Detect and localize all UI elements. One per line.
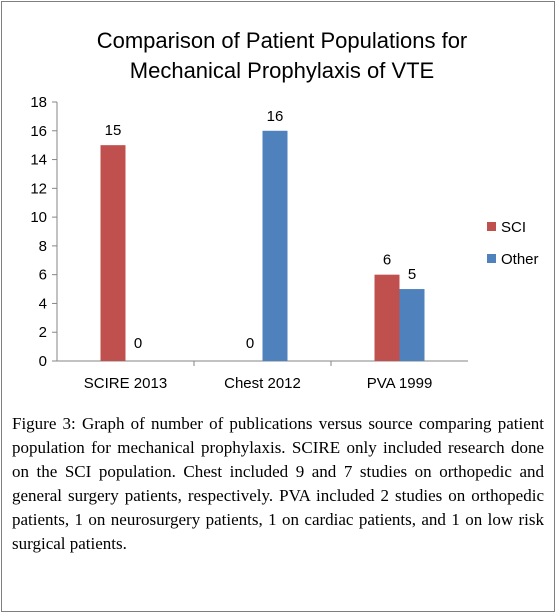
x-tick-label: PVA 1999: [367, 375, 433, 392]
chart-title-line-1: Comparison of Patient Populations for: [97, 28, 468, 53]
data-label-other-0: 0: [134, 335, 142, 352]
bar-other-1: [262, 130, 288, 361]
bar-sci-0: [100, 145, 126, 361]
legend: SCI Other: [487, 219, 539, 268]
caption-text: Graph of number of publications versus s…: [12, 414, 544, 553]
bar-sci-2: [374, 274, 400, 361]
data-label-other-2: 5: [408, 266, 416, 283]
bar-other-2: [399, 289, 425, 361]
y-tick-label: 12: [30, 180, 47, 197]
y-tick-label: 18: [30, 94, 47, 111]
data-label-sci-2: 6: [383, 252, 391, 269]
data-label-sci-1: 0: [246, 335, 254, 352]
y-tick-label: 10: [30, 209, 47, 226]
data-label-sci-0: 15: [105, 122, 122, 139]
plot-area: 0 2 4 6 8 10 12 14 16 18 SCIRE 2013 15 0 Chest 2012 0 1…: [30, 94, 468, 392]
y-tick-label: 2: [39, 324, 47, 341]
chart-title-line-2: Mechanical Prophylaxis of VTE: [130, 58, 434, 83]
y-tick-label: 4: [39, 295, 47, 312]
legend-swatch-sci: [487, 222, 496, 231]
figure-caption: Figure 3: Graph of number of publication…: [12, 412, 544, 556]
y-tick-label: 16: [30, 123, 47, 140]
x-tick-label: SCIRE 2013: [84, 375, 167, 392]
legend-label-sci: SCI: [501, 219, 526, 236]
bar-chart: Comparison of Patient Populations for Me…: [30, 28, 539, 392]
y-tick-label: 0: [39, 353, 47, 370]
y-tick-label: 14: [30, 152, 47, 169]
legend-label-other: Other: [501, 251, 539, 268]
x-tick-label: Chest 2012: [224, 375, 301, 392]
legend-swatch-other: [487, 254, 496, 263]
y-tick-label: 6: [39, 267, 47, 284]
data-label-other-1: 16: [267, 108, 284, 125]
caption-label: Figure 3:: [12, 414, 76, 433]
y-tick-label: 8: [39, 238, 47, 255]
